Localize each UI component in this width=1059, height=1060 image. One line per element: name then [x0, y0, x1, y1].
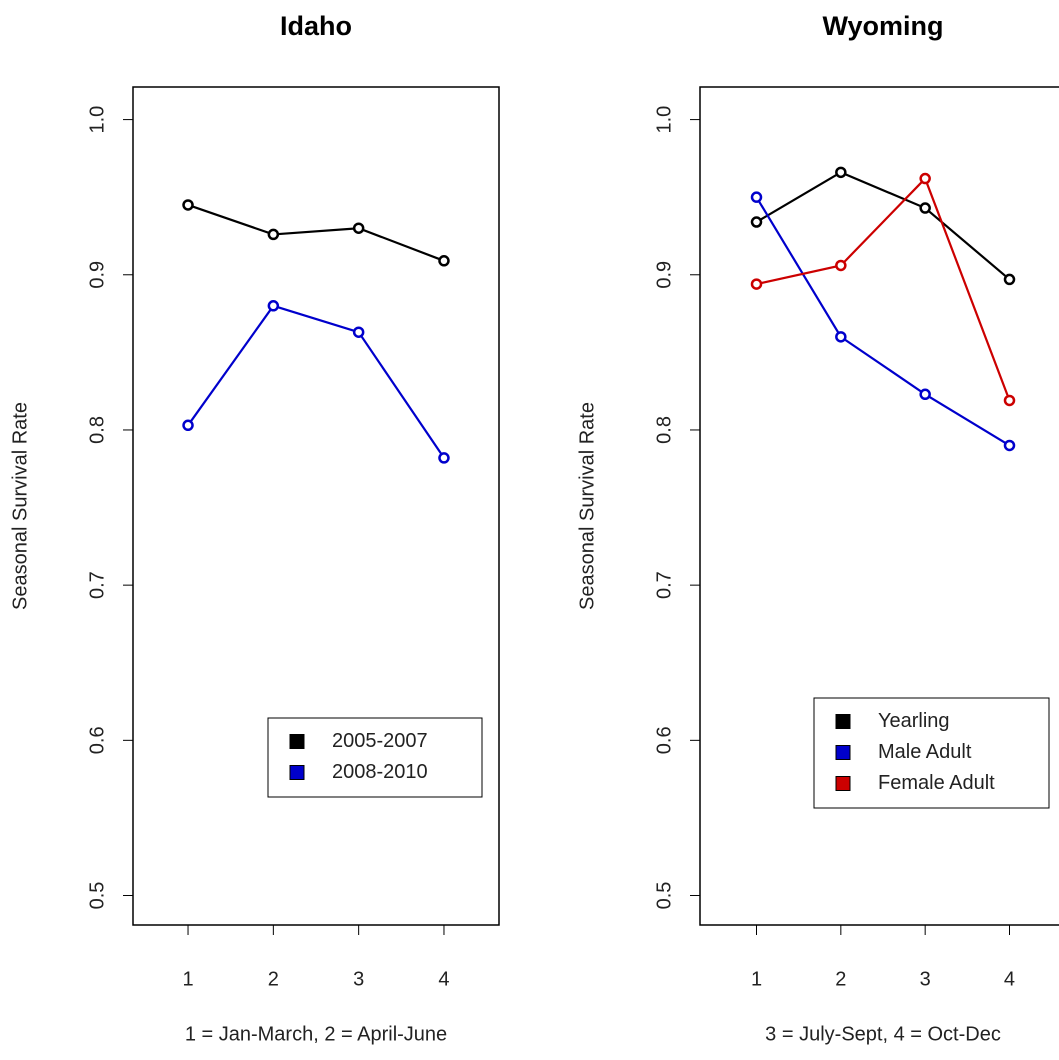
data-point [267, 300, 280, 312]
data-point [835, 259, 847, 272]
x-tick-label: 2 [268, 968, 279, 990]
y-tick-label: 0.8 [86, 416, 108, 444]
series-line [755, 171, 1011, 281]
series-line [756, 176, 1011, 401]
panel: Wyoming Seasonal Survival Rate 3 = July-Se… [576, 11, 1059, 1045]
x-tick-label: 4 [438, 968, 449, 990]
series-line [187, 203, 445, 262]
y-tick-label: 0.7 [86, 571, 108, 599]
legend-label: Male Adult [878, 741, 972, 763]
y-tick-label: 1.0 [653, 106, 675, 134]
data-point [919, 202, 931, 214]
legend-box [267, 717, 483, 798]
x-tick-label: 1 [751, 968, 762, 990]
legend-label: 2005-2007 [332, 730, 428, 752]
legend-swatch [289, 765, 305, 780]
series-line [187, 304, 445, 459]
legend-swatch [835, 714, 851, 729]
data-point [352, 222, 365, 234]
y-tick-label: 0.6 [86, 726, 108, 754]
plot-frame [132, 86, 500, 926]
legend-label: Female Adult [878, 772, 995, 794]
legend-label: Yearling [878, 710, 950, 732]
data-point [835, 331, 847, 343]
plot-frame [699, 86, 1059, 926]
x-tick-label: 3 [353, 968, 364, 990]
x-tick-label: 1 [182, 968, 193, 990]
chart-title: Wyoming [823, 11, 944, 41]
data-point [182, 199, 194, 211]
y-axis-label: Seasonal Survival Rate [9, 402, 31, 610]
legend-swatch [835, 745, 851, 760]
data-point [750, 191, 763, 203]
data-point [1003, 394, 1016, 407]
x-tick-label: 3 [920, 968, 931, 990]
legend-swatch [835, 776, 851, 791]
x-axis-label: 1 = Jan-March, 2 = April-June [185, 1023, 447, 1045]
x-tick-label: 2 [835, 968, 846, 990]
y-tick-label: 0.5 [653, 882, 675, 910]
data-point [438, 255, 450, 267]
data-point [835, 166, 847, 179]
legend-box [813, 697, 1050, 809]
y-tick-label: 0.8 [653, 416, 675, 444]
y-tick-label: 0.6 [653, 726, 675, 754]
data-point [267, 228, 280, 241]
legend-swatch [289, 734, 305, 749]
data-point [182, 419, 194, 432]
data-point [438, 452, 450, 464]
data-point [352, 326, 365, 338]
data-point [919, 172, 931, 185]
x-tick-label: 4 [1004, 968, 1015, 990]
y-tick-label: 0.5 [86, 882, 108, 910]
data-point [1003, 273, 1016, 286]
y-tick-label: 1.0 [86, 106, 108, 134]
y-tick-label: 0.7 [653, 571, 675, 599]
panel: Idaho Seasonal Survival Rate 1 = Jan-March… [9, 11, 500, 1045]
data-point [1003, 439, 1016, 452]
data-point [750, 216, 763, 228]
y-tick-label: 0.9 [86, 261, 108, 289]
legend-label: 2008-2010 [332, 761, 428, 783]
x-axis-label: 3 = July-Sept, 4 = Oct-Dec [765, 1023, 1001, 1045]
data-point [919, 388, 931, 401]
data-point [750, 278, 763, 290]
y-tick-label: 0.9 [653, 261, 675, 289]
chart-title: Idaho [280, 11, 352, 41]
y-axis-label: Seasonal Survival Rate [576, 402, 598, 610]
series-line [755, 196, 1011, 447]
